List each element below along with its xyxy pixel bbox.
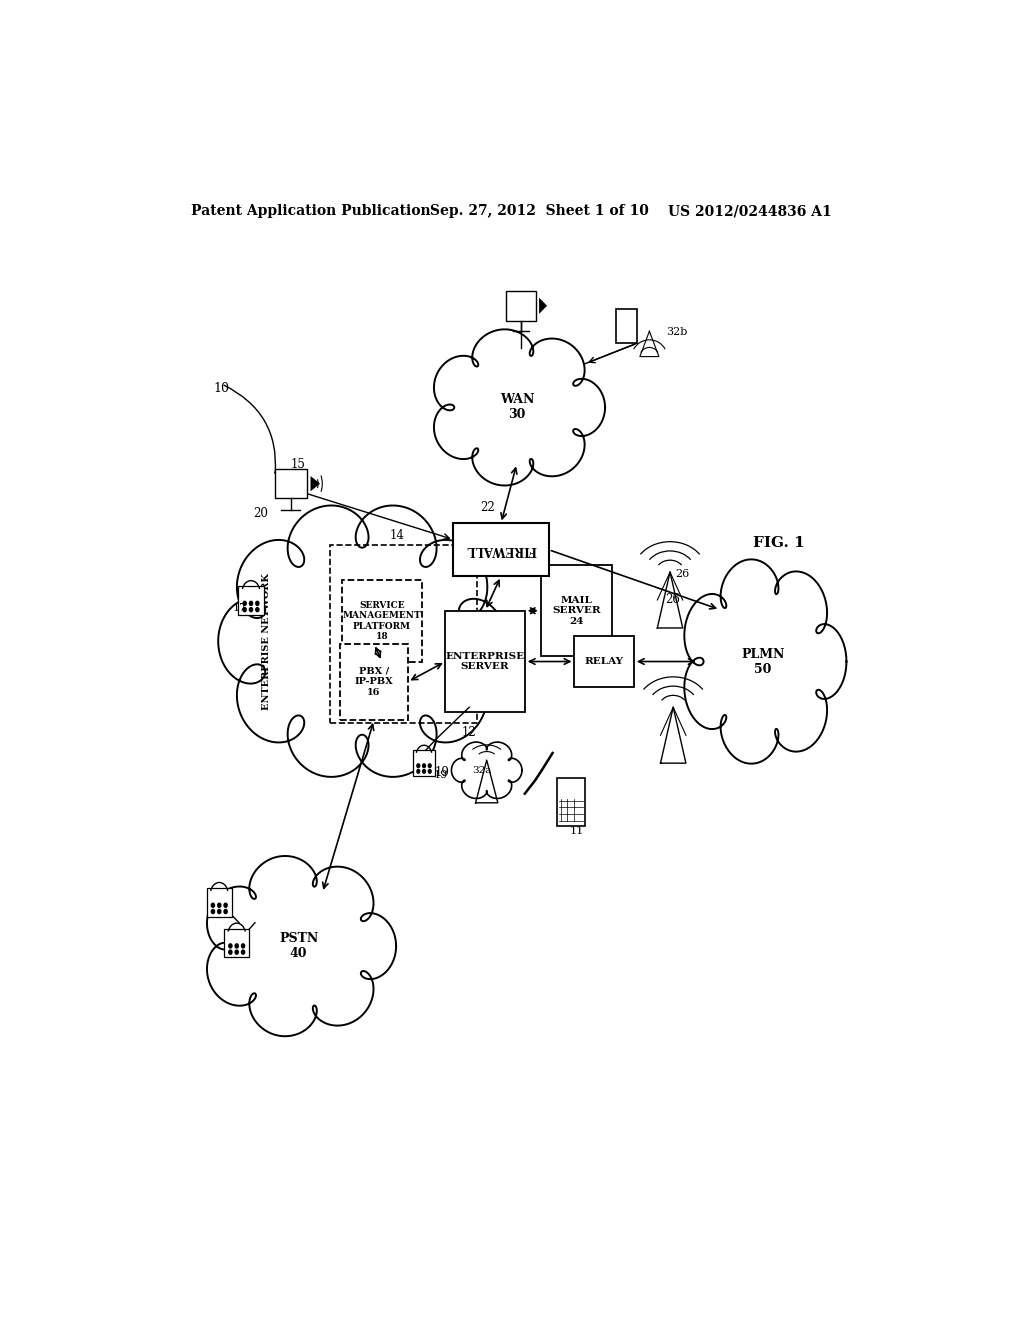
- Text: Patent Application Publication: Patent Application Publication: [191, 205, 431, 218]
- Text: 26: 26: [676, 569, 690, 579]
- Circle shape: [236, 944, 239, 948]
- Circle shape: [423, 764, 425, 767]
- Text: US 2012/0244836 A1: US 2012/0244836 A1: [668, 205, 831, 218]
- FancyArrowPatch shape: [224, 385, 275, 474]
- Bar: [574, 636, 634, 686]
- Text: FIREWALL: FIREWALL: [466, 544, 537, 556]
- Bar: [340, 644, 408, 719]
- Circle shape: [417, 770, 420, 774]
- Circle shape: [211, 903, 214, 907]
- Circle shape: [256, 607, 259, 611]
- Text: FIG. 1: FIG. 1: [753, 536, 805, 549]
- Circle shape: [242, 950, 245, 954]
- Circle shape: [224, 909, 227, 913]
- Text: 32b: 32b: [666, 327, 687, 337]
- Circle shape: [428, 764, 431, 767]
- Circle shape: [211, 909, 214, 913]
- Text: MAIL
SERVER
24: MAIL SERVER 24: [552, 595, 601, 626]
- Circle shape: [243, 607, 246, 611]
- Text: 19: 19: [434, 767, 450, 779]
- Polygon shape: [310, 477, 321, 491]
- Circle shape: [250, 607, 253, 611]
- Text: PSTN
40: PSTN 40: [279, 932, 318, 960]
- Polygon shape: [434, 329, 605, 486]
- Circle shape: [428, 770, 431, 774]
- Text: WAN
30: WAN 30: [500, 393, 535, 421]
- Text: Sep. 27, 2012  Sheet 1 of 10: Sep. 27, 2012 Sheet 1 of 10: [430, 205, 648, 218]
- Bar: [506, 290, 536, 321]
- Text: 20: 20: [253, 507, 268, 520]
- Bar: [541, 565, 612, 656]
- Text: SERVICE
MANAGEMENT
PLATFORM
18: SERVICE MANAGEMENT PLATFORM 18: [343, 601, 421, 642]
- Polygon shape: [539, 297, 547, 314]
- Bar: [616, 309, 637, 343]
- Circle shape: [242, 944, 245, 948]
- Polygon shape: [684, 560, 847, 764]
- Text: RELAY: RELAY: [585, 657, 624, 667]
- Bar: [413, 750, 435, 776]
- Circle shape: [228, 950, 232, 954]
- Polygon shape: [452, 742, 522, 799]
- Text: ENTERPRISE NETWORK: ENTERPRISE NETWORK: [262, 573, 271, 710]
- Text: 12: 12: [461, 726, 476, 739]
- Bar: [274, 470, 306, 498]
- Text: 10: 10: [214, 383, 229, 395]
- Bar: [445, 611, 525, 713]
- Bar: [557, 777, 585, 826]
- Text: 26: 26: [666, 593, 680, 606]
- Circle shape: [256, 602, 259, 606]
- Bar: [224, 929, 250, 957]
- Circle shape: [224, 903, 227, 907]
- Text: ENTERPRISE
SERVER: ENTERPRISE SERVER: [445, 652, 524, 671]
- Text: 22: 22: [480, 502, 496, 513]
- Polygon shape: [207, 855, 396, 1036]
- Circle shape: [228, 944, 232, 948]
- Text: 15: 15: [291, 458, 305, 471]
- Text: PBX /
IP-PBX
16: PBX / IP-PBX 16: [354, 667, 393, 697]
- Bar: [239, 586, 264, 615]
- Text: 19: 19: [433, 771, 447, 780]
- Text: 17: 17: [232, 603, 247, 612]
- Circle shape: [423, 770, 425, 774]
- Bar: [454, 523, 549, 576]
- Text: PLMN
50: PLMN 50: [741, 648, 784, 676]
- Text: 11: 11: [570, 826, 585, 837]
- Bar: [331, 545, 477, 722]
- Text: 32a: 32a: [472, 767, 492, 775]
- Bar: [207, 888, 232, 916]
- Circle shape: [236, 950, 239, 954]
- Bar: [342, 581, 422, 661]
- Polygon shape: [218, 506, 506, 777]
- Circle shape: [250, 602, 253, 606]
- Circle shape: [243, 602, 246, 606]
- Circle shape: [218, 903, 221, 907]
- Circle shape: [218, 909, 221, 913]
- Circle shape: [417, 764, 420, 767]
- Text: 14: 14: [390, 528, 404, 541]
